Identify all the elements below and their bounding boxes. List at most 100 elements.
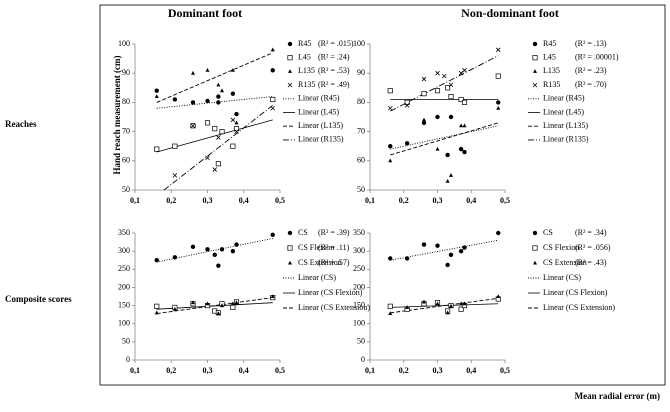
y-tick-label: 150: [118, 300, 130, 309]
point: [220, 303, 224, 308]
legend-label: Linear (CS Flexion): [543, 288, 608, 297]
r-squared: (R² = .00001): [575, 53, 619, 62]
point: [172, 173, 178, 178]
r-squared: (R² = .015): [318, 39, 354, 48]
point: [190, 100, 196, 105]
point: [220, 88, 224, 93]
point: [205, 155, 210, 161]
point: [435, 301, 440, 306]
point: [404, 99, 410, 105]
point: [219, 247, 225, 252]
point: [448, 94, 454, 100]
x-tick-label: 0,3: [203, 196, 213, 205]
point: [230, 67, 235, 72]
point: [216, 94, 221, 99]
point: [421, 242, 427, 247]
point: [216, 311, 221, 316]
point: [230, 304, 236, 310]
y-tick-label: 200: [118, 282, 130, 291]
point: [270, 96, 276, 103]
x-tick-label: 0,4: [466, 366, 476, 375]
frame: [99, 4, 666, 386]
r-squared: (R² = .57): [318, 258, 350, 267]
point: [448, 252, 454, 257]
x-tick-label: 0,5: [275, 366, 285, 375]
y-tick-label: 200: [353, 282, 365, 291]
r-squared: (R² = .43): [575, 258, 607, 267]
legend-label: R135: [543, 80, 560, 89]
y-tick-label: 100: [353, 39, 365, 48]
point: [230, 248, 236, 254]
point: [445, 152, 450, 158]
x-tick-label: 0,2: [399, 196, 409, 205]
point: [216, 263, 221, 268]
trend-line: [390, 55, 499, 112]
x-tick-label: 0,5: [275, 196, 285, 205]
legend-marker: [287, 55, 293, 61]
point: [387, 303, 393, 309]
legend-label: Linear (L45): [543, 107, 584, 116]
y-tick-label: 100: [118, 39, 130, 48]
legend-label: Linear (R45): [543, 94, 585, 103]
legend-label: L45: [298, 53, 311, 62]
point: [172, 255, 178, 260]
legend-marker: [533, 69, 537, 73]
legend-label: R135: [298, 80, 315, 89]
y-tick-label: 50: [357, 185, 365, 194]
row-label: Composite scores: [5, 294, 72, 304]
y-tick-label: 70: [122, 126, 130, 135]
y-tick-label: 350: [118, 228, 130, 237]
r-squared: (R² = .24): [318, 53, 350, 62]
y-tick-label: 100: [353, 319, 365, 328]
x-tick-label: 0,5: [500, 366, 510, 375]
point: [190, 244, 196, 249]
panel-title: Non-dominant foot: [461, 6, 559, 20]
legend-marker: [288, 260, 292, 265]
legend-label: R45: [298, 39, 311, 48]
point: [445, 178, 450, 183]
point: [462, 245, 467, 250]
x-tick-label: 0,1: [365, 196, 375, 205]
point: [215, 161, 221, 167]
x-tick-label: 0,1: [130, 366, 140, 375]
plot-area: [390, 55, 499, 156]
legend-label: Linear (R135): [298, 135, 344, 144]
legend-marker: [533, 260, 537, 265]
point: [496, 294, 501, 298]
point: [388, 311, 393, 316]
point: [154, 88, 159, 93]
y-tick-label: 90: [357, 68, 365, 77]
legend-label: CS Extension: [298, 258, 342, 267]
y-tick-label: 50: [122, 337, 130, 346]
y-tick-label: 60: [357, 156, 365, 165]
point: [172, 97, 178, 102]
legend-marker: [532, 82, 538, 88]
point: [434, 88, 441, 94]
legend-marker: [288, 69, 292, 73]
legend-label: R45: [543, 39, 556, 48]
legend-label: Linear (L135): [298, 121, 343, 130]
x-tick-label: 0,4: [239, 366, 249, 375]
point: [205, 301, 210, 306]
x-tick-label: 0,2: [166, 196, 176, 205]
x-tick-label: 0,3: [433, 366, 443, 375]
x-axis-label: Mean radial error (m): [575, 391, 660, 401]
point: [448, 82, 454, 88]
point: [448, 114, 454, 120]
point: [205, 67, 210, 72]
point: [445, 262, 450, 268]
x-tick-label: 0,2: [399, 366, 409, 375]
row-label: Reaches: [5, 119, 37, 129]
point: [270, 68, 275, 73]
plot-area: [156, 238, 273, 314]
point: [495, 73, 501, 79]
x-tick-label: 0,2: [166, 366, 176, 375]
legend-marker: [287, 82, 293, 88]
point: [458, 248, 464, 254]
legend-label: CS: [298, 228, 308, 237]
point: [234, 300, 239, 305]
y-tick-label: 60: [122, 156, 130, 165]
point: [435, 146, 440, 151]
point: [496, 100, 501, 105]
point: [404, 141, 410, 146]
